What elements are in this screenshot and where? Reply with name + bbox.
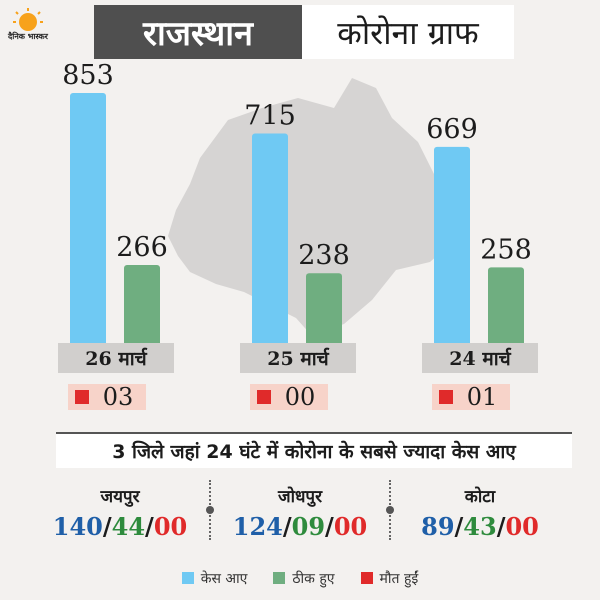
bar-cases <box>70 93 106 347</box>
stat-separator: / <box>325 512 334 541</box>
stat-separator: / <box>282 512 292 541</box>
death-count-label: 03 <box>103 383 134 411</box>
district-deaths: 00 <box>153 512 188 541</box>
district-name: कोटा <box>464 487 496 507</box>
date-label: 25 मार्च <box>267 347 329 370</box>
legend-item-deaths: मौत हुईं <box>360 569 419 588</box>
date-band <box>240 343 356 373</box>
district-name: जोधपुर <box>277 487 323 507</box>
legend-label: ठीक हुए <box>292 570 335 587</box>
stat-separator: / <box>102 512 112 541</box>
bar-recovered <box>124 265 160 347</box>
district-recovered: 43 <box>463 512 497 541</box>
district-separator-dot <box>206 506 214 514</box>
stat-separator: / <box>454 512 464 541</box>
date-label: 24 मार्च <box>449 347 511 370</box>
district-kota: कोटा 89/43/00 <box>390 484 570 544</box>
legend-label: मौत हुईं <box>379 570 419 587</box>
legend-item-cases: केस आए <box>181 569 248 588</box>
rajasthan-map-silhouette <box>168 78 452 336</box>
chart-legend: केस आए ठीक हुए मौत हुईं <box>0 566 600 590</box>
date-band <box>58 343 174 373</box>
bar-cases-value-label: 853 <box>62 60 114 91</box>
bar-cases-value-label: 669 <box>426 114 478 145</box>
death-count-label: 01 <box>467 383 498 411</box>
death-marker <box>257 390 271 404</box>
district-stats: 89/43/00 <box>390 510 570 544</box>
legend-swatch-recovered <box>273 572 286 584</box>
district-deaths: 00 <box>505 512 539 541</box>
stat-separator: / <box>145 512 154 541</box>
bar-cases-value-label: 715 <box>244 100 296 131</box>
district-deaths: 00 <box>333 512 368 541</box>
district-recovered: 09 <box>291 512 326 541</box>
bar-recovered-value-label: 266 <box>116 232 168 263</box>
district-stats: 140/44/00 <box>30 510 210 544</box>
district-recovered: 44 <box>111 512 146 541</box>
corona-bar-chart: 853 266 26 मार्च 03 715 238 25 मार्च 00 669 258 24… <box>58 60 538 411</box>
stat-separator: / <box>496 512 506 541</box>
district-name: जयपुर <box>100 487 140 507</box>
district-cases: 140 <box>52 512 103 541</box>
district-cases: 124 <box>232 512 283 541</box>
district-jodhpur: जोधपुर 124/09/00 <box>210 484 390 544</box>
legend-label: केस आए <box>200 570 248 587</box>
header-title-state: राजस्थान <box>94 5 302 59</box>
districts-heading: 3 जिले जहां 24 घंटे में कोरोना के सबसे ज… <box>56 434 572 468</box>
death-marker <box>439 390 453 404</box>
section-divider <box>56 432 572 434</box>
death-marker <box>75 390 89 404</box>
bar-recovered <box>306 273 342 347</box>
date-band <box>422 343 538 373</box>
bar-recovered <box>488 267 524 347</box>
bar-cases <box>252 133 288 347</box>
bar-recovered-value-label: 258 <box>480 234 532 265</box>
bar-cases <box>434 146 470 347</box>
district-cases: 89 <box>421 512 455 541</box>
district-separator-dot <box>386 506 394 514</box>
header-title-graph: कोरोना ग्राफ <box>302 5 514 59</box>
district-stats: 124/09/00 <box>210 510 390 544</box>
legend-swatch-deaths <box>360 572 373 584</box>
dainik-bhaskar-logo: दैनिक भास्कर <box>7 8 49 41</box>
legend-item-recovered: ठीक हुए <box>273 569 335 588</box>
district-jaipur: जयपुर 140/44/00 <box>30 484 210 544</box>
bar-recovered-value-label: 238 <box>298 240 350 271</box>
death-count-label: 00 <box>285 383 316 411</box>
logo-text: दैनिक भास्कर <box>7 31 49 41</box>
legend-swatch-cases <box>181 572 194 584</box>
date-label: 26 मार्च <box>85 347 147 370</box>
